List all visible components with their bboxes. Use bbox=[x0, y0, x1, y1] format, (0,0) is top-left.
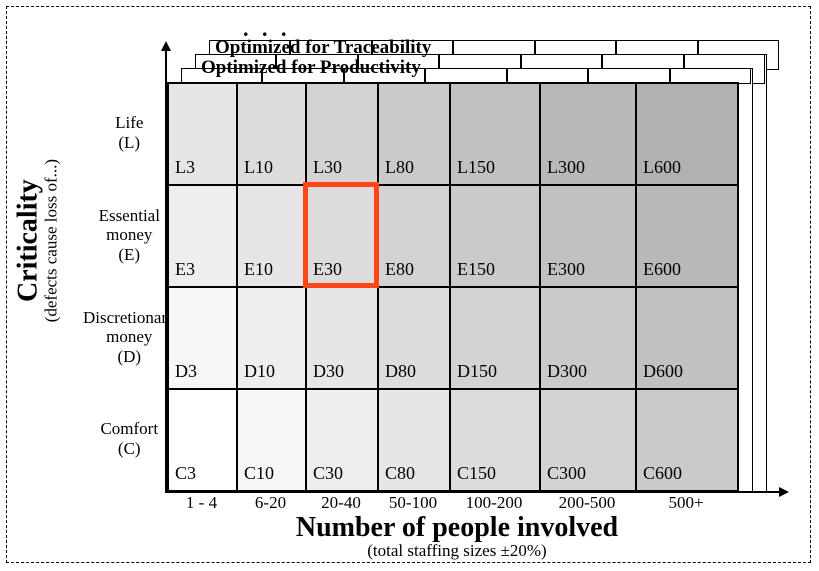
cell-code: E150 bbox=[457, 259, 495, 280]
cell-code: D3 bbox=[175, 361, 197, 382]
row-label-text: Comfort(C) bbox=[100, 419, 158, 458]
cell-code: C300 bbox=[547, 463, 586, 484]
grid-cell: D3 bbox=[168, 287, 237, 389]
column-label: 20-40 bbox=[305, 493, 377, 515]
grid-cell: D300 bbox=[540, 287, 636, 389]
cell-code: L300 bbox=[547, 157, 585, 178]
grid-cell: D150 bbox=[450, 287, 540, 389]
grid-cell: C300 bbox=[540, 389, 636, 491]
column-label: 1 - 4 bbox=[167, 493, 236, 515]
column-labels: 1 - 46-2020-4050-100100-200200-500500+ bbox=[167, 493, 737, 515]
cell-code: L30 bbox=[313, 157, 342, 178]
grid-cell: C3 bbox=[168, 389, 237, 491]
grid-cell: E3 bbox=[168, 185, 237, 287]
y-axis-subtitle: (defects cause loss of...) bbox=[43, 41, 61, 441]
cell-code: L80 bbox=[385, 157, 414, 178]
diagram-frame: Criticality (defects cause loss of...) N… bbox=[6, 6, 811, 563]
cell-code: L600 bbox=[643, 157, 681, 178]
grid-cell: D600 bbox=[636, 287, 738, 389]
cell-code: D30 bbox=[313, 361, 344, 382]
column-label: 200-500 bbox=[539, 493, 635, 515]
criticality-grid: L3 L10 L30 L80 L150 L300 L600 E3 E10 E30 E80 E150 E3… bbox=[167, 82, 739, 492]
row-labels: Life(L) Essentialmoney(E) Discretionarym… bbox=[83, 82, 165, 490]
cell-code: E300 bbox=[547, 259, 585, 280]
grid-cell: C150 bbox=[450, 389, 540, 491]
grid-cell: D10 bbox=[237, 287, 306, 389]
row-label-text: Discretionarymoney(D) bbox=[83, 308, 176, 367]
cell-code: E3 bbox=[175, 259, 195, 280]
grid-cell: C30 bbox=[306, 389, 378, 491]
grid-cell: C600 bbox=[636, 389, 738, 491]
column-label: 100-200 bbox=[449, 493, 539, 515]
stack-label-productivity: Optimized for Productivity bbox=[201, 57, 421, 79]
grid-cell: D80 bbox=[378, 287, 450, 389]
row-label-life: Life(L) bbox=[83, 82, 176, 184]
row-label-text: Essentialmoney(E) bbox=[99, 206, 160, 265]
cell-code: E600 bbox=[643, 259, 681, 280]
x-axis-arrow-icon bbox=[779, 487, 789, 497]
cell-code: L150 bbox=[457, 157, 495, 178]
y-axis-arrow-icon bbox=[161, 41, 171, 51]
cell-code: D10 bbox=[244, 361, 275, 382]
grid-cell: L600 bbox=[636, 83, 738, 185]
grid-cell: C10 bbox=[237, 389, 306, 491]
column-label: 500+ bbox=[635, 493, 737, 515]
cell-code: E80 bbox=[385, 259, 414, 280]
cell-code: D80 bbox=[385, 361, 416, 382]
cell-code: D150 bbox=[457, 361, 497, 382]
cell-code: L10 bbox=[244, 157, 273, 178]
cell-code: C30 bbox=[313, 463, 343, 484]
row-label-discretionary: Discretionarymoney(D) bbox=[83, 286, 176, 388]
cell-code: C3 bbox=[175, 463, 196, 484]
row-label-comfort: Comfort(C) bbox=[83, 388, 176, 490]
grid-cell: C80 bbox=[378, 389, 450, 491]
grid-cell: E150 bbox=[450, 185, 540, 287]
column-label: 6-20 bbox=[236, 493, 305, 515]
grid-cell: E10 bbox=[237, 185, 306, 287]
grid-cell: E300 bbox=[540, 185, 636, 287]
grid-cell: D30 bbox=[306, 287, 378, 389]
cell-code: C150 bbox=[457, 463, 496, 484]
stack-label-traceability: Optimized for Traceability bbox=[215, 37, 431, 59]
cell-code: D600 bbox=[643, 361, 683, 382]
y-axis-title: Criticality bbox=[13, 41, 42, 441]
grid-cell: E80 bbox=[378, 185, 450, 287]
cell-code: C80 bbox=[385, 463, 415, 484]
cell-code: E30 bbox=[313, 259, 342, 280]
x-axis-label: Number of people involved (total staffin… bbox=[127, 513, 787, 560]
grid-cell: E30 bbox=[306, 185, 378, 287]
x-axis-subtitle: (total staffing sizes ±20%) bbox=[127, 542, 787, 560]
column-label: 50-100 bbox=[377, 493, 449, 515]
cell-code: C10 bbox=[244, 463, 274, 484]
cell-code: L3 bbox=[175, 157, 195, 178]
grid-cell: L3 bbox=[168, 83, 237, 185]
grid-cell: E600 bbox=[636, 185, 738, 287]
cell-code: E10 bbox=[244, 259, 273, 280]
grid-cell: L150 bbox=[450, 83, 540, 185]
grid-cell: L300 bbox=[540, 83, 636, 185]
grid-cell: L80 bbox=[378, 83, 450, 185]
cell-code: D300 bbox=[547, 361, 587, 382]
row-label-text: Life(L) bbox=[115, 113, 143, 152]
grid-cell: L10 bbox=[237, 83, 306, 185]
grid-cell: L30 bbox=[306, 83, 378, 185]
x-axis-title: Number of people involved bbox=[127, 513, 787, 542]
cell-code: C600 bbox=[643, 463, 682, 484]
row-label-essential: Essentialmoney(E) bbox=[83, 184, 176, 286]
y-axis-label: Criticality (defects cause loss of...) bbox=[13, 41, 60, 441]
